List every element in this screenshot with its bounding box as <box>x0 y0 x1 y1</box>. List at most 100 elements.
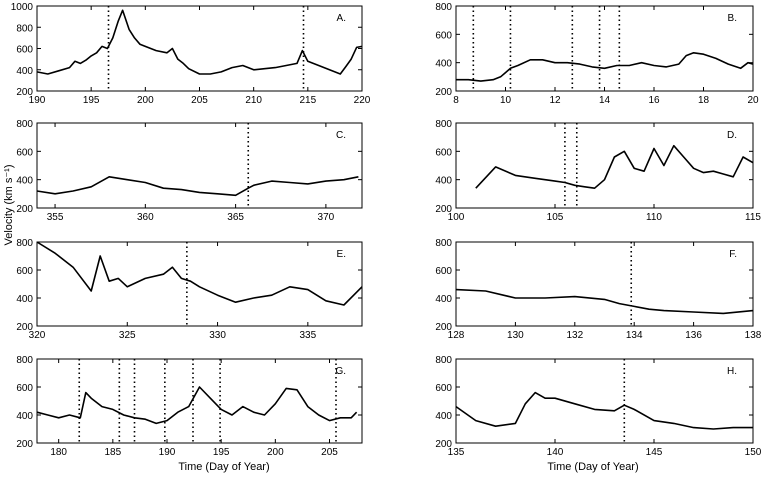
y-tick-label: 800 <box>16 355 33 366</box>
y-tick-label: 400 <box>435 59 452 70</box>
x-tick-label: 145 <box>646 447 663 458</box>
panel-frame <box>455 241 754 327</box>
x-tick-label: 130 <box>507 330 524 341</box>
panel-frame <box>455 358 754 444</box>
panel-label: G. <box>335 366 346 377</box>
x-axis-label-right: Time (Day of Year) <box>547 461 638 473</box>
y-tick-label: 800 <box>16 119 33 130</box>
y-tick-label: 600 <box>435 266 452 277</box>
velocity-series-line <box>36 9 363 75</box>
x-tick-label: 195 <box>213 447 230 458</box>
y-tick-label: 600 <box>16 383 33 394</box>
velocity-series-line <box>36 176 359 197</box>
y-tick-label: 1000 <box>11 2 34 13</box>
x-tick-label: 150 <box>745 447 761 458</box>
panel-label: A. <box>337 13 346 24</box>
x-tick-label: 138 <box>745 330 761 341</box>
x-tick-label: 18 <box>698 95 710 106</box>
panel-5: 320 325 330 335 200 400 600 800 E. <box>16 238 363 341</box>
y-tick-label: 200 <box>435 439 452 450</box>
y-tick-label: 200 <box>435 322 452 333</box>
y-tick-label: 200 <box>16 204 33 215</box>
x-tick-label: 360 <box>137 212 154 223</box>
x-tick-label: 128 <box>448 330 465 341</box>
panel-3: 355 360 365 370 200 400 600 800 C. <box>16 119 363 223</box>
x-tick-label: 115 <box>745 212 761 223</box>
y-tick-label: 800 <box>435 119 452 130</box>
x-tick-label: 136 <box>685 330 702 341</box>
y-tick-label: 400 <box>16 294 33 305</box>
x-tick-label: 105 <box>547 212 564 223</box>
panel-label: F. <box>729 249 737 260</box>
x-tick-label: 330 <box>209 330 226 341</box>
x-tick-label: 210 <box>245 95 262 106</box>
y-tick-label: 800 <box>16 238 33 249</box>
y-tick-label: 400 <box>16 66 33 77</box>
x-tick-label: 205 <box>321 447 338 458</box>
x-tick-label: 220 <box>354 95 371 106</box>
y-axis-label: Velocity (km s⁻¹) <box>3 165 15 246</box>
y-tick-label: 600 <box>16 147 33 158</box>
x-tick-label: 16 <box>648 95 660 106</box>
velocity-series-line <box>455 288 754 315</box>
panel-frame <box>36 358 363 444</box>
x-tick-label: 355 <box>47 212 64 223</box>
x-tick-label: 215 <box>299 95 316 106</box>
y-tick-label: 200 <box>16 439 33 450</box>
panel-4: 100 105 110 115 200 400 600 800 D. <box>435 119 761 223</box>
velocity-series-line <box>455 391 753 430</box>
x-tick-label: 190 <box>29 95 46 106</box>
panel-1: 190 195 200 205 210 215 220 200 400 600 800 1000 A. <box>11 2 371 106</box>
x-tick-label: 100 <box>448 212 465 223</box>
x-tick-label: 190 <box>159 447 176 458</box>
x-tick-label: 335 <box>299 330 316 341</box>
x-tick-label: 365 <box>227 212 244 223</box>
x-tick-label: 185 <box>104 447 121 458</box>
panel-8: 135 140 145 150 200 400 600 800 H. <box>435 355 761 458</box>
panel-label: C. <box>336 130 346 141</box>
y-tick-label: 200 <box>435 87 452 98</box>
x-tick-label: 205 <box>191 95 208 106</box>
x-tick-label: 195 <box>83 95 100 106</box>
panel-frame <box>36 122 363 209</box>
panel-2: 8 10 12 14 16 18 20 200 400 600 800 B. <box>435 2 759 106</box>
panel-6: 128 130 132 134 136 138 200 400 600 800 F. <box>435 238 761 341</box>
y-tick-label: 200 <box>16 322 33 333</box>
x-tick-label: 320 <box>29 330 46 341</box>
velocity-series-line <box>456 52 754 82</box>
panel-label: H. <box>727 366 737 377</box>
y-tick-label: 800 <box>435 355 452 366</box>
y-tick-label: 800 <box>435 2 452 13</box>
x-tick-label: 200 <box>267 447 284 458</box>
panel-label: B. <box>728 13 737 24</box>
x-tick-label: 325 <box>119 330 136 341</box>
panel-frame <box>455 122 754 209</box>
panel-label: E. <box>337 249 346 260</box>
panel-frame <box>36 5 363 92</box>
x-tick-label: 140 <box>547 447 564 458</box>
x-tick-label: 132 <box>566 330 583 341</box>
x-tick-label: 12 <box>549 95 561 106</box>
y-tick-label: 600 <box>435 383 452 394</box>
velocity-series-line <box>36 241 363 306</box>
y-tick-label: 400 <box>435 176 452 187</box>
y-tick-label: 600 <box>435 147 452 158</box>
y-tick-label: 200 <box>16 87 33 98</box>
y-tick-label: 600 <box>16 266 33 277</box>
y-tick-label: 400 <box>16 176 33 187</box>
panels: 190 195 200 205 210 215 220 200 400 600 800 1000 A. 8… <box>11 2 761 458</box>
velocity-series-line <box>475 144 754 189</box>
x-tick-label: 370 <box>318 212 335 223</box>
x-tick-label: 200 <box>137 95 154 106</box>
y-tick-label: 400 <box>16 411 33 422</box>
x-axis-label-left: Time (Day of Year) <box>178 461 269 473</box>
x-tick-label: 10 <box>500 95 512 106</box>
panel-label: D. <box>727 130 737 141</box>
y-tick-label: 600 <box>435 30 452 41</box>
panel-frame <box>36 241 363 327</box>
x-tick-label: 180 <box>50 447 67 458</box>
velocity-series-line <box>36 386 358 425</box>
x-tick-label: 8 <box>453 95 459 106</box>
x-tick-label: 134 <box>626 330 643 341</box>
